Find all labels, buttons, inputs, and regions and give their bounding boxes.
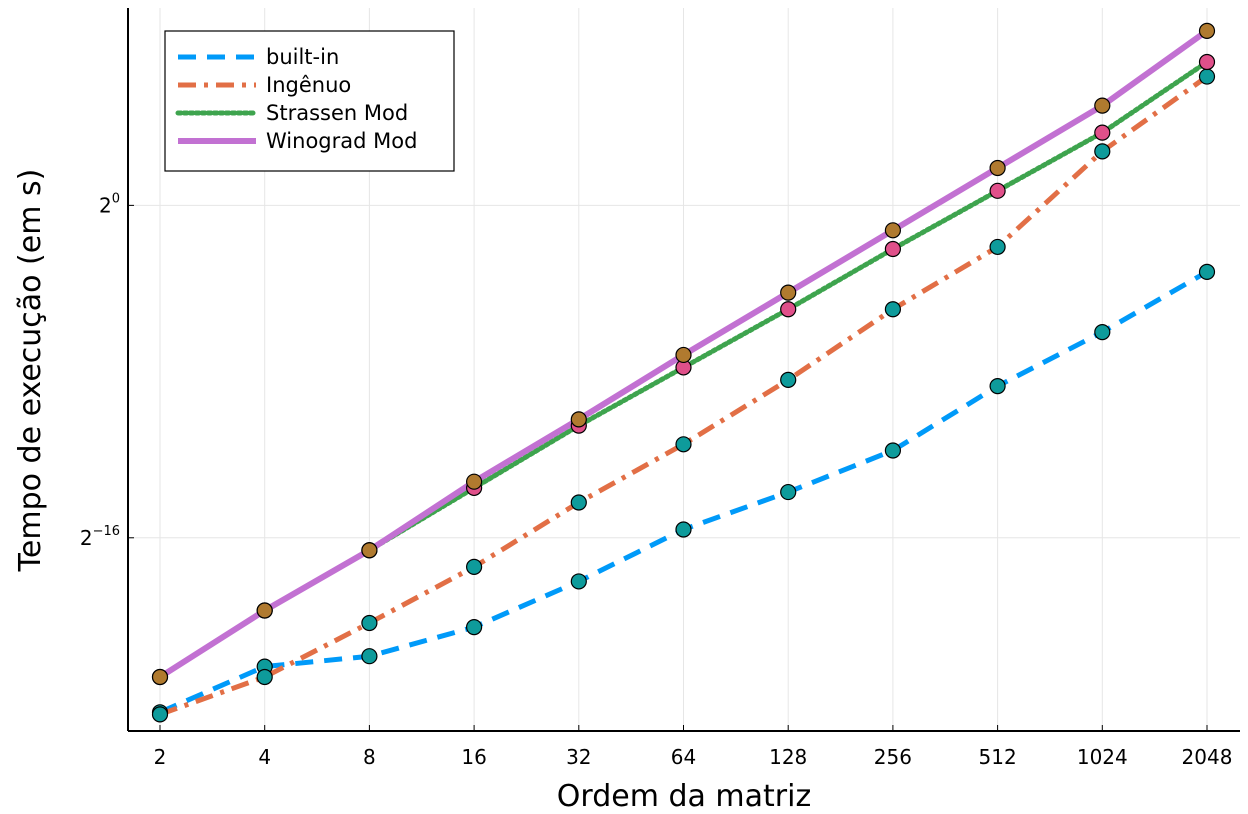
y-tick-label: 20	[99, 191, 120, 217]
data-point	[570, 494, 587, 511]
x-tick-label: 64	[671, 745, 696, 769]
data-point	[780, 284, 797, 301]
data-point	[989, 159, 1006, 177]
data-point	[675, 346, 692, 364]
data-point	[570, 573, 587, 590]
data-point	[884, 442, 902, 459]
x-tick-label: 8	[363, 745, 376, 769]
legend-label-3: Winograd Mod	[266, 129, 417, 153]
data-point	[884, 222, 902, 239]
data-point	[780, 301, 797, 318]
data-point	[675, 436, 692, 453]
legend: built-in Ingênuo Strassen Mod Winograd Mod	[164, 30, 455, 172]
x-tick-label: 2	[154, 745, 167, 769]
x-tick-label: 128	[769, 745, 807, 769]
x-tick-label: 256	[874, 745, 912, 769]
data-point	[151, 668, 169, 686]
data-point	[1198, 68, 1216, 85]
legend-box	[164, 30, 455, 172]
x-tick-label: 16	[461, 745, 486, 769]
data-point	[1094, 97, 1111, 114]
data-point	[989, 182, 1006, 199]
data-point	[989, 238, 1006, 256]
data-point	[466, 619, 483, 636]
data-point	[1094, 143, 1111, 160]
y-axis-label: Tempo de execução (em s)	[13, 169, 48, 573]
x-axis-label: Ordem da matriz	[557, 779, 811, 814]
data-point	[256, 602, 273, 619]
data-point	[780, 371, 797, 388]
x-tick-label: 512	[979, 745, 1017, 769]
data-point	[361, 614, 378, 632]
x-ticks: 2 4 8 16 32 64 128 256 512 1024 2048	[154, 725, 1233, 769]
data-point	[1198, 263, 1216, 280]
x-tick-label: 1024	[1077, 745, 1128, 769]
data-point	[989, 378, 1006, 395]
legend-label-1: Ingênuo	[266, 73, 351, 97]
data-point	[884, 301, 902, 318]
markers-group	[151, 22, 1216, 723]
x-tick-label: 32	[566, 745, 591, 769]
data-point	[361, 648, 378, 665]
legend-label-0: built-in	[266, 45, 339, 69]
data-point	[466, 473, 483, 490]
data-point	[570, 411, 587, 428]
data-point	[256, 668, 273, 686]
data-point	[466, 558, 483, 575]
data-point	[1094, 324, 1111, 341]
y-tick-label: 2−16	[80, 524, 120, 550]
data-point	[780, 483, 797, 501]
data-point	[151, 706, 169, 723]
x-tick-label: 4	[258, 745, 271, 769]
data-point	[1198, 53, 1216, 71]
data-point	[884, 240, 902, 258]
legend-label-2: Strassen Mod	[266, 101, 408, 125]
data-point	[1094, 124, 1111, 141]
data-point	[675, 521, 692, 538]
x-tick-label: 2048	[1182, 745, 1233, 769]
data-point	[1198, 22, 1216, 39]
y-ticks: 20 2−16	[80, 191, 134, 550]
data-point	[361, 542, 378, 559]
